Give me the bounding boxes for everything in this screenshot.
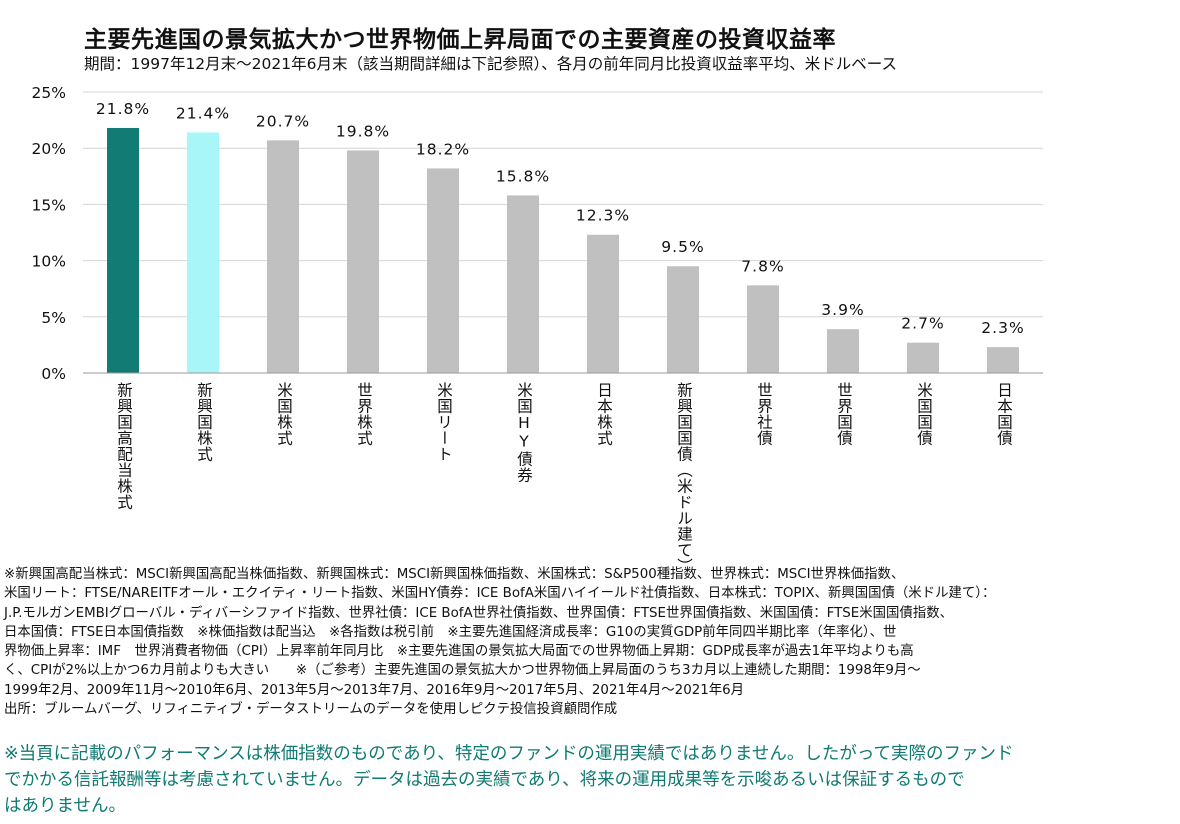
- data-label: 18.2%: [416, 140, 470, 158]
- category-label: 世界社債: [755, 382, 773, 446]
- bar-chart: 0% 5% 10% 15% 20% 25% 21.8% 21.4% 20.7% 19.8% 18.…: [32, 84, 1043, 383]
- bar: [987, 347, 1019, 373]
- y-tick-label: 10%: [32, 253, 66, 271]
- bar: [267, 140, 299, 373]
- footnote-line: 界物価上昇率：IMF 世界消費者物価（CPI）上昇率前年同月比 ※主要先進国の景…: [4, 644, 914, 660]
- y-tick-label: 0%: [41, 365, 66, 383]
- disclaimer-line: はありません。: [4, 796, 126, 816]
- data-label: 15.8%: [496, 167, 550, 185]
- category-label: 日本株式: [595, 382, 613, 446]
- data-label: 21.4%: [176, 104, 230, 122]
- footnote-line: 1999年2月、2009年11月～2010年6月、2013年5月～2013年7月…: [4, 682, 745, 698]
- footnotes: ※新興国高配当株式：MSCI新興国高配当株価指数、新興国株式：MSCI新興国株価…: [4, 565, 1176, 719]
- bar: [107, 127, 139, 373]
- data-label: 20.7%: [256, 112, 310, 130]
- disclaimer-line: ※当頁に記載のパフォーマンスは株価指数のものであり、特定のファンドの運用実績では…: [4, 744, 1014, 764]
- chart-title: 主要先進国の景気拡大かつ世界物価上昇局面での主要資産の投資収益率: [84, 27, 836, 53]
- data-label: 21.8%: [96, 100, 150, 118]
- data-label: 12.3%: [576, 207, 630, 225]
- category-label: 世界株式: [355, 382, 373, 446]
- data-label: 7.8%: [741, 257, 784, 275]
- footnote-line: く、CPIが2%以上かつ6カ月前よりも大きい ※（ご参考）主要先進国の景気拡大か…: [4, 663, 921, 679]
- y-tick-label: 5%: [41, 309, 66, 327]
- data-label: 3.9%: [821, 301, 864, 319]
- category-label: 新興国高配当株式: [115, 382, 133, 510]
- category-label: 新興国国債（米ドル建て）: [675, 382, 693, 574]
- category-label: 米国株式: [275, 382, 293, 446]
- source-line: 出所：ブルームバーグ、リフィニティブ・データストリームのデータを使用しピクテ投信…: [4, 702, 618, 718]
- footnote-line: ※新興国高配当株式：MSCI新興国高配当株価指数、新興国株式：MSCI新興国株価…: [4, 567, 905, 582]
- gridlines: [83, 91, 1043, 318]
- footnote-line: 米国リート：FTSE/NAREITFオール・エクイティ・リート指数、米国HY債券…: [4, 586, 996, 602]
- y-tick-label: 25%: [32, 84, 66, 102]
- disclaimer: ※当頁に記載のパフォーマンスは株価指数のものであり、特定のファンドの運用実績では…: [4, 741, 1176, 819]
- category-label: 日本国債: [995, 382, 1013, 446]
- data-labels: 21.8% 21.4% 20.7% 19.8% 18.2% 15.8% 12.3% 9.5% 7…: [96, 100, 1024, 337]
- data-label: 2.7%: [901, 315, 944, 333]
- footnote-line: J.P.モルガンEMBIグローバル・ディバーシファイド指数、世界社債：ICE B…: [4, 605, 953, 621]
- category-label: 米国HY債券: [515, 382, 533, 483]
- y-tick-label: 20%: [32, 140, 66, 158]
- bar: [507, 195, 539, 373]
- category-label: 米国リート: [435, 382, 453, 462]
- bar: [907, 342, 939, 373]
- chart-subtitle: 期間：1997年12月末～2021年6月末（該当期間詳細は下記参照）、各月の前年…: [84, 55, 897, 73]
- bar: [187, 132, 219, 373]
- bar: [347, 150, 379, 373]
- y-tick-label: 15%: [32, 196, 66, 214]
- category-label: 世界国債: [835, 382, 853, 446]
- bar: [827, 329, 859, 373]
- bar: [427, 168, 459, 373]
- y-axis-ticks: 0% 5% 10% 15% 20% 25%: [32, 84, 66, 383]
- category-label: 米国国債: [915, 382, 933, 446]
- data-label: 2.3%: [981, 319, 1024, 337]
- bar: [667, 266, 699, 373]
- bar: [587, 234, 619, 373]
- data-label: 9.5%: [661, 238, 704, 256]
- category-label: 新興国株式: [195, 382, 213, 462]
- bar: [747, 285, 779, 373]
- data-label: 19.8%: [336, 122, 390, 140]
- footnote-line: 日本国債：FTSE日本国債指数 ※株価指数は配当込 ※各指数は税引前 ※主要先進…: [4, 624, 897, 640]
- disclaimer-line: でかかる信託報酬等は考慮されていません。データは過去の実績であり、将来の運用成果…: [4, 770, 965, 790]
- bars: [107, 127, 1019, 373]
